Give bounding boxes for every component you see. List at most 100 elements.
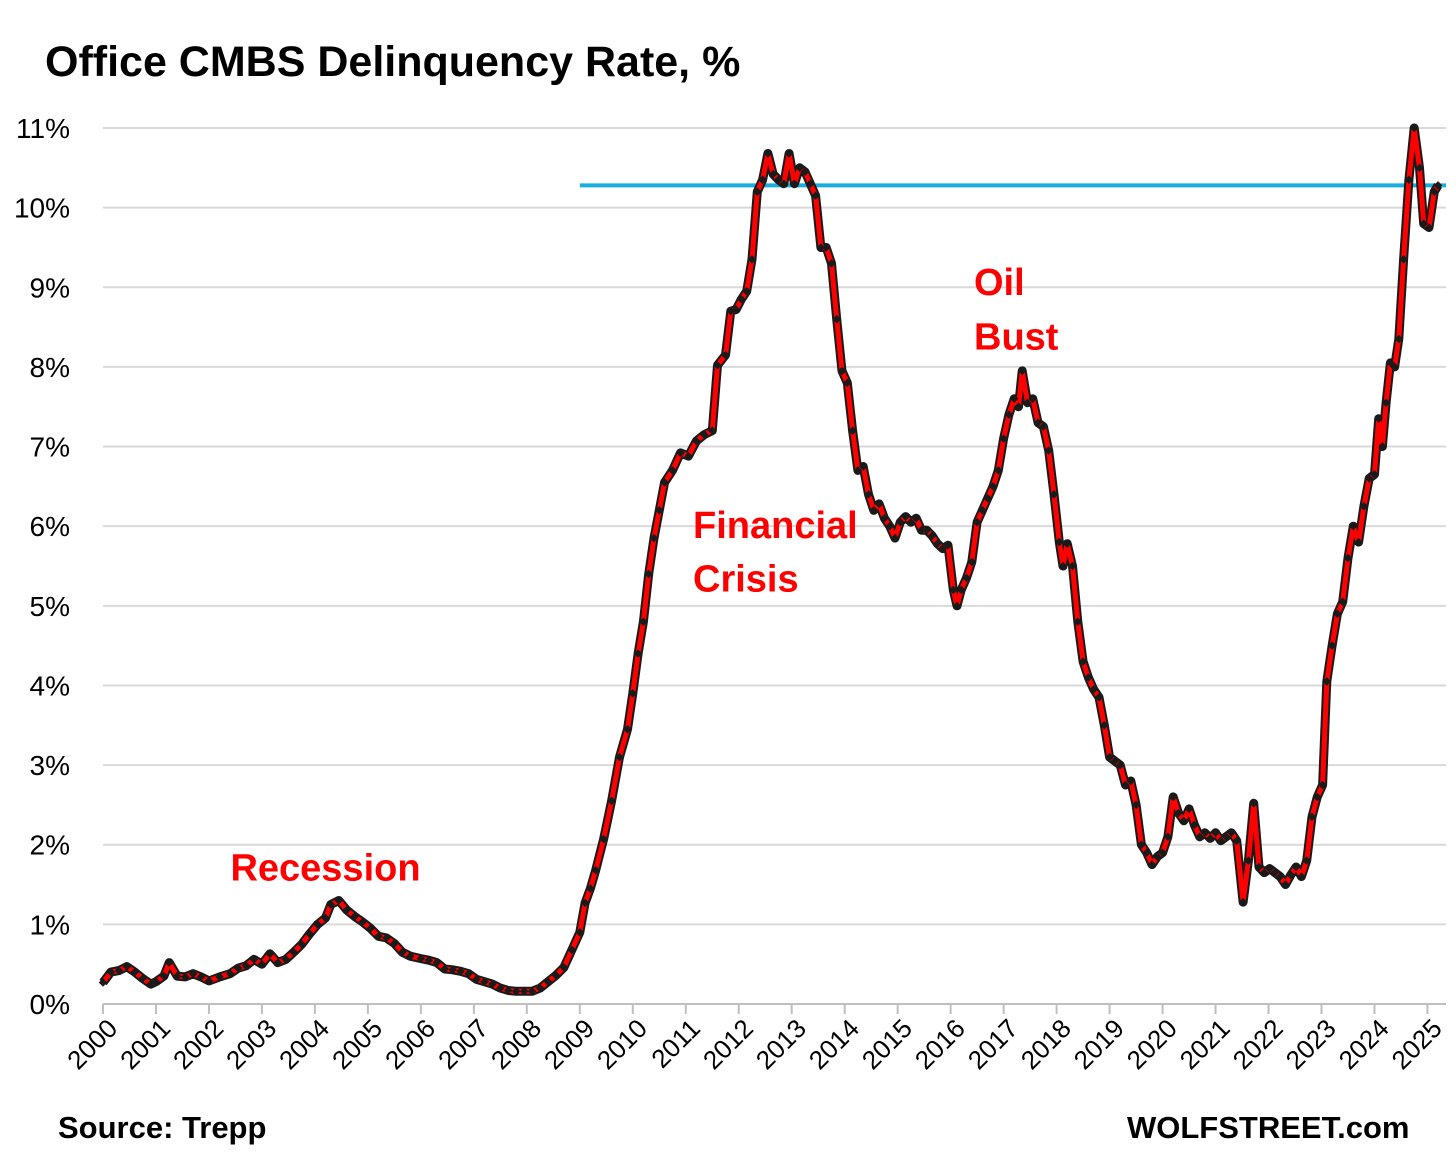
data-point <box>1260 868 1269 877</box>
data-point <box>1399 255 1408 264</box>
data-point <box>864 490 873 499</box>
data-point <box>853 466 863 475</box>
x-tick-label: 2004 <box>273 1013 335 1075</box>
data-point <box>1238 897 1248 907</box>
data-point <box>1142 848 1151 857</box>
data-point <box>676 448 685 458</box>
data-point <box>1370 470 1379 479</box>
annotations: Recession Financial Crisis Oil Bust <box>230 262 1058 889</box>
y-tick-label: 6% <box>30 511 70 542</box>
data-point <box>1168 792 1178 802</box>
data-point <box>1009 394 1019 404</box>
data-point <box>731 305 741 314</box>
annotation-label: Bust <box>974 316 1059 358</box>
data-point <box>896 517 905 527</box>
x-axis-ticks: 2000200120022003200420052006200720082009… <box>61 1004 1448 1075</box>
data-point <box>1270 868 1280 877</box>
data-point <box>464 969 473 978</box>
annotation-label: Recession <box>230 848 420 890</box>
data-point <box>1275 872 1285 881</box>
data-point <box>668 466 677 475</box>
data-point <box>350 912 359 921</box>
data-point <box>535 983 545 993</box>
data-point <box>1206 834 1215 843</box>
data-point <box>1318 780 1327 790</box>
data-point <box>1302 856 1311 865</box>
data-point <box>527 987 537 996</box>
y-tick-label: 9% <box>30 272 70 303</box>
data-point <box>265 949 275 959</box>
data-point <box>713 361 722 370</box>
data-point <box>297 940 306 949</box>
data-point <box>885 521 894 531</box>
x-tick-label: 2025 <box>1386 1013 1448 1075</box>
annotation-label: Oil <box>974 262 1025 304</box>
data-point <box>519 987 529 996</box>
y-tick-label: 7% <box>30 432 70 463</box>
data-point <box>599 834 608 844</box>
data-point <box>1297 872 1306 881</box>
x-tick-label: 2016 <box>909 1013 971 1075</box>
data-point <box>511 987 521 996</box>
data-point <box>496 983 505 993</box>
data-point <box>1190 820 1199 830</box>
data-point <box>273 958 283 967</box>
data-point <box>281 955 291 964</box>
data-point <box>1244 856 1253 865</box>
data-point <box>1147 860 1157 869</box>
data-point <box>827 259 836 268</box>
data-point <box>334 896 343 905</box>
y-tick-label: 10% <box>14 193 70 224</box>
data-point <box>660 478 669 487</box>
data-point <box>358 917 367 927</box>
data-point <box>1265 864 1274 873</box>
data-point <box>721 350 730 360</box>
data-point <box>1033 418 1043 427</box>
data-point <box>742 287 751 296</box>
data-point <box>615 752 624 762</box>
data-point <box>382 933 391 943</box>
data-point <box>1163 832 1173 842</box>
data-point <box>972 517 982 527</box>
data-point <box>1062 539 1072 548</box>
data-point <box>917 525 926 535</box>
data-point <box>737 294 746 304</box>
y-tick-label: 2% <box>30 830 70 861</box>
data-point <box>1359 502 1369 511</box>
data-point <box>700 430 709 439</box>
data-point <box>1307 812 1317 822</box>
data-point <box>416 954 426 963</box>
data-point <box>289 947 298 957</box>
data-point <box>1333 609 1342 619</box>
data-point <box>313 920 322 929</box>
data-point <box>1131 800 1141 810</box>
data-point <box>406 951 415 961</box>
y-axis-ticks: 0% 1% 2% 3% 4% 5% 6% 7% 8% 9% 10% 11% <box>14 113 70 1020</box>
x-tick-label: 2021 <box>1174 1013 1236 1075</box>
x-tick-label: 2022 <box>1227 1013 1289 1075</box>
data-point <box>843 378 852 388</box>
y-tick-label: 1% <box>30 909 70 940</box>
data-point <box>943 541 953 550</box>
x-tick-label: 2014 <box>803 1013 865 1075</box>
data-point <box>1200 828 1210 838</box>
data-point <box>1100 721 1109 730</box>
data-point <box>1313 792 1322 802</box>
chart-title: Office CMBS Delinquency Rate, % <box>45 38 741 86</box>
data-point <box>390 939 399 948</box>
data-point <box>1110 756 1120 766</box>
x-tick-label: 2007 <box>432 1013 494 1075</box>
data-point <box>967 557 977 567</box>
x-tick-label: 2006 <box>379 1013 441 1075</box>
data-point <box>911 513 921 523</box>
data-point <box>1044 446 1053 455</box>
data-point <box>1004 410 1014 419</box>
data-point <box>305 929 314 939</box>
source-note: Source: Trepp <box>58 1110 267 1145</box>
data-point <box>1023 398 1032 407</box>
y-tick-label: 5% <box>30 591 70 622</box>
data-point <box>628 689 638 698</box>
x-tick-label: 2003 <box>220 1013 282 1075</box>
data-point <box>342 905 351 915</box>
